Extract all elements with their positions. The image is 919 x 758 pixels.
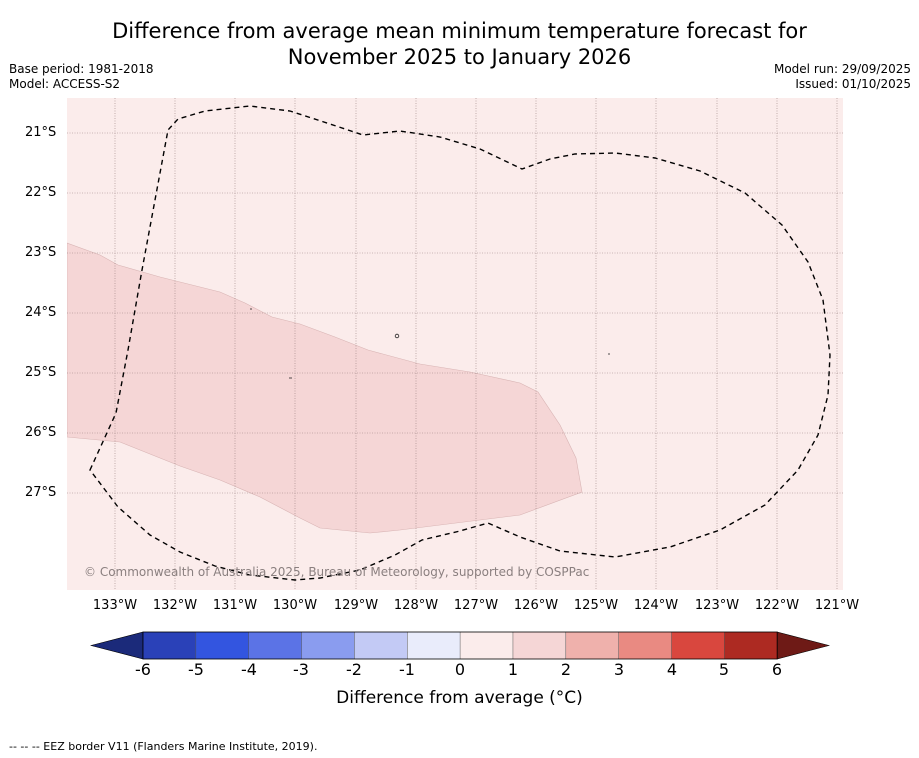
lat-label: 25°S [25,365,57,380]
colorbar-extension-low [90,631,144,660]
colorbar-tick: 5 [718,660,730,679]
colorbar-segment [354,632,408,659]
meta-left: Base period: 1981-2018 Model: ACCESS-S2 [9,62,154,92]
meta-right: Model run: 29/09/2025 Issued: 01/10/2025 [774,62,911,92]
lon-label: 130°W [272,598,318,613]
colorbar-segment [407,632,461,659]
lon-label: 128°W [393,598,439,613]
colorbar-tick: -2 [346,660,362,679]
lat-label: 23°S [25,245,57,260]
lat-label: 26°S [25,425,57,440]
colorbar-tick: -4 [241,660,257,679]
lon-label: 123°W [694,598,740,613]
colorbar-tick: 6 [771,660,783,679]
colorbar-tick: -6 [135,660,151,679]
lon-label: 131°W [212,598,258,613]
lon-label: 126°W [513,598,559,613]
lat-label: 24°S [25,305,57,320]
colorbar-tick: 4 [666,660,678,679]
anomaly-region-1-to-2 [67,242,583,534]
colorbar-segment [565,632,619,659]
title-line-1: Difference from average mean minimum tem… [112,19,807,43]
lon-label: 133°W [92,598,138,613]
base-period: Base period: 1981-2018 [9,62,154,76]
lon-label: 121°W [814,598,860,613]
lat-label: 22°S [25,185,57,200]
colorbar-tick: 3 [613,660,625,679]
colorbar-segment [195,632,249,659]
colorbar-tick: 1 [507,660,519,679]
colorbar-title: Difference from average (°C) [336,688,583,708]
lon-label: 132°W [152,598,198,613]
issued-date: Issued: 01/10/2025 [795,77,911,91]
graticule [67,98,843,590]
copyright-notice: © Commonwealth of Australia 2025, Bureau… [84,565,590,579]
colorbar-tick: 2 [560,660,572,679]
lon-label: 129°W [333,598,379,613]
colorbar-segment [143,632,197,659]
colorbar-segment [512,632,567,659]
lat-label: 27°S [25,485,57,500]
lon-label: 122°W [754,598,800,613]
colorbar [90,631,830,660]
lon-label: 124°W [633,598,679,613]
colorbar-segment [248,632,302,659]
lon-label: 127°W [453,598,499,613]
model-name: Model: ACCESS-S2 [9,77,121,91]
chart-title: Difference from average mean minimum tem… [0,18,919,70]
colorbar-tick: -1 [399,660,415,679]
colorbar-segment [460,632,514,659]
model-run: Model run: 29/09/2025 [773,62,911,76]
colorbar-extension-high [776,631,830,660]
colorbar-segment [618,632,672,659]
lat-label: 21°S [25,125,57,140]
colorbar-segment [724,632,778,659]
colorbar-frame [142,631,778,660]
islands [250,308,610,379]
colorbar-tick: -5 [188,660,204,679]
colorbar-segment [671,632,725,659]
lon-label: 125°W [573,598,619,613]
colorbar-tick: 0 [454,660,466,679]
eez-legend-note: -- -- -- EEZ border V11 (Flanders Marine… [9,740,318,753]
colorbar-segment [301,632,355,659]
title-line-2: November 2025 to January 2026 [287,45,632,69]
map-plot [67,98,843,590]
colorbar-tick: -3 [293,660,309,679]
